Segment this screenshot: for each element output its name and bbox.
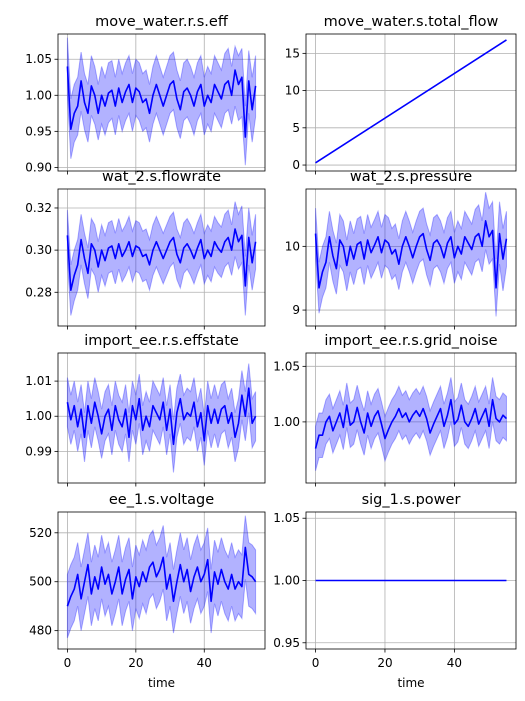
axes-frame (305, 352, 517, 484)
y-tick-label: 0.30 (25, 243, 52, 257)
y-tick-label: 0.32 (25, 201, 52, 215)
y-tick-label: 0.28 (25, 285, 52, 299)
x-tick-label: 20 (377, 656, 392, 670)
y-tick-label: 500 (29, 575, 52, 589)
y-tick-label: 0.95 (273, 636, 300, 650)
confidence-band (66, 515, 257, 639)
y-tick-label: 1.05 (273, 359, 300, 373)
subplot-title: import_ee.r.s.effstate (84, 333, 239, 349)
subplot-1: 0.90 0.95 1.00 1.05 move_water.r.s.eff (25, 14, 266, 175)
subplot-title: wat_2.s.flowrate (102, 169, 221, 185)
confidence-band (66, 363, 257, 473)
x-tick-label: 0 (312, 656, 320, 670)
y-tick-label: 1.00 (273, 574, 300, 588)
y-tick-label: 10 (285, 239, 300, 253)
x-tick-label: 0 (64, 656, 72, 670)
x-axis-label: time (148, 676, 175, 690)
subplot-6: 1.00 1.05 import_ee.r.s.grid_noise (273, 333, 517, 487)
series-line (314, 398, 508, 449)
subplot-title: move_water.s.total_flow (324, 14, 499, 30)
series-line (66, 546, 257, 607)
y-tick-label: 1.05 (273, 511, 300, 525)
y-tick-label: 0.90 (25, 160, 52, 174)
subplot-title: move_water.r.s.eff (95, 14, 229, 30)
axes-frame (305, 188, 517, 327)
y-tick-label: 1.00 (25, 88, 52, 102)
confidence-band (315, 377, 507, 471)
y-tick-label: 1.05 (25, 52, 52, 66)
y-tick-label: 0.99 (25, 444, 52, 458)
confidence-band (66, 201, 257, 316)
subplot-2: 0 5 10 15 move_water.s.total_flow (285, 14, 517, 175)
axes-frame (305, 33, 517, 172)
series-line (66, 387, 257, 446)
axes-frame (57, 511, 266, 650)
y-tick-label: 1.00 (273, 415, 300, 429)
subplot-5: 0.99 1.00 1.01 import_ee.r.s.effstate (25, 333, 266, 487)
y-tick-label: 1.01 (25, 374, 52, 388)
x-tick-label: 40 (447, 656, 462, 670)
x-axis-label: time (397, 676, 424, 690)
y-tick-label: 1.00 (25, 409, 52, 423)
subplot-title: wat_2.s.pressure (350, 169, 472, 185)
subplot-3: 0.28 0.30 0.32 wat_2.s.flowrate (25, 169, 266, 330)
series-line (66, 66, 257, 138)
y-tick-label: 15 (285, 46, 300, 60)
axes-frame (57, 352, 266, 484)
subplot-title: import_ee.r.s.grid_noise (324, 333, 497, 349)
x-tick-label: 20 (128, 656, 143, 670)
axes-frame (57, 188, 266, 327)
axes-frame (57, 33, 266, 172)
subplot-4: 9 10 wat_2.s.pressure (285, 169, 517, 330)
y-tick-label: 9 (292, 303, 300, 317)
subplot-grid: 0.90 0.95 1.00 1.05 move_water.r.s.eff 0 5 10 15… (25, 14, 517, 690)
y-tick-label: 480 (29, 624, 52, 638)
subplot-title: sig_1.s.power (362, 492, 461, 508)
y-tick-label: 10 (285, 84, 300, 98)
y-tick-label: 0 (292, 158, 300, 172)
series-line (66, 228, 257, 291)
y-tick-label: 520 (29, 526, 52, 540)
y-tick-label: 0.95 (25, 124, 52, 138)
series-line (315, 39, 507, 164)
x-tick-label: 40 (197, 656, 212, 670)
subplot-title: ee_1.s.voltage (109, 492, 214, 508)
y-tick-label: 5 (292, 121, 300, 135)
series-line (314, 220, 508, 289)
